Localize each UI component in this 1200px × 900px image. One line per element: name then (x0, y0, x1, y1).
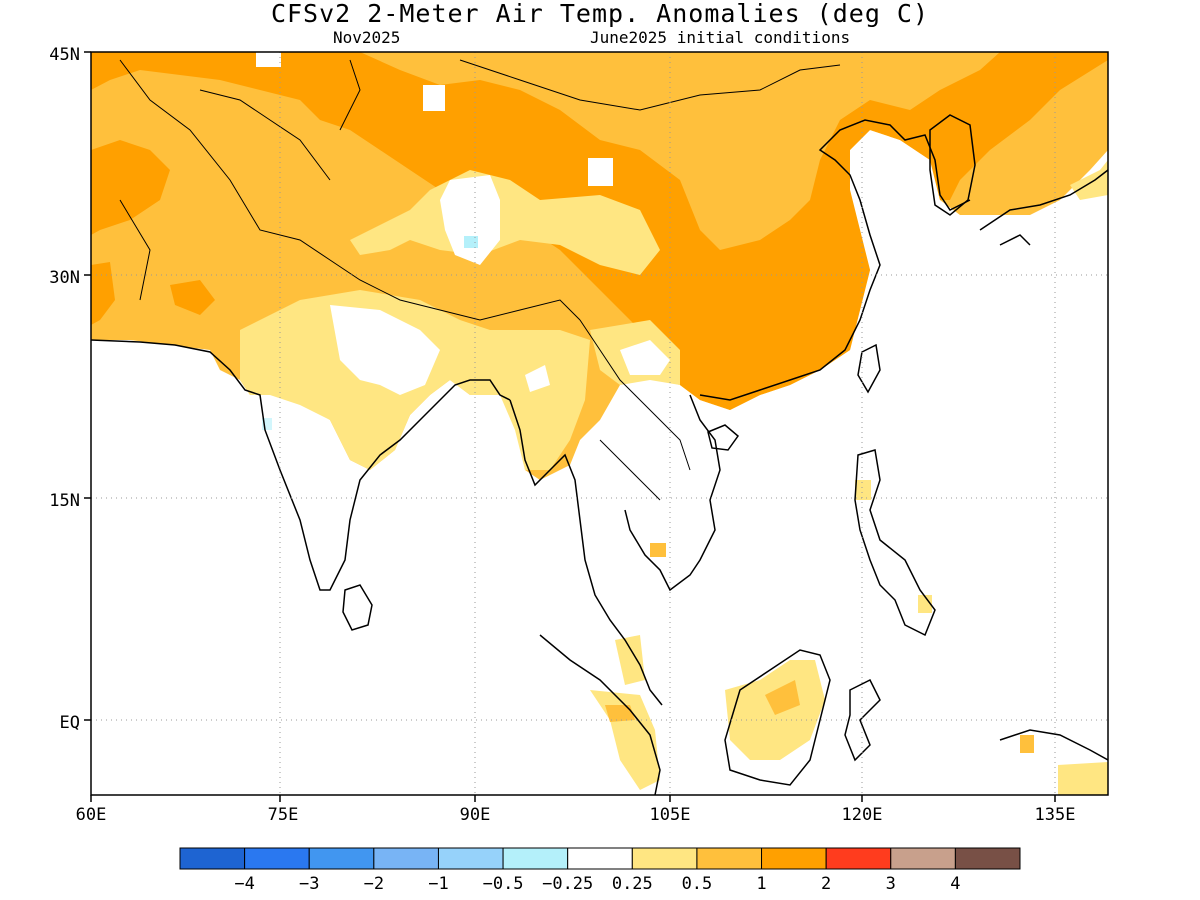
colorbar-swatch (244, 847, 310, 870)
axis-ticks (84, 51, 1056, 802)
colorbar-swatch (761, 847, 827, 870)
coastline-korea (929, 114, 976, 216)
anomaly-region-neutral-laos (620, 340, 670, 375)
coastline-hainan (707, 424, 740, 451)
colorbar-label: −0.5 (483, 874, 524, 894)
colorbar-swatch (825, 847, 892, 870)
colorbar-swatch (502, 847, 569, 870)
coastline-vietnam (624, 394, 721, 592)
map-title: CFSv2 2-Meter Air Temp. Anomalies (deg C… (270, 0, 930, 28)
anomaly-region-0.5-1-borneo (765, 680, 800, 715)
anomaly-field (91, 52, 1108, 795)
coastline-china (699, 119, 971, 401)
coastlines (91, 59, 1108, 795)
anomaly-region-1-2-pak (91, 262, 115, 325)
colorbar-label: −1 (428, 874, 448, 894)
colorbar-label: −0.25 (542, 874, 593, 894)
coastline-sumatra (539, 634, 661, 795)
anomaly-region-0.25-0.5-cambodia (650, 543, 666, 557)
anomaly-region-0.25-0.5-malaya (615, 635, 645, 685)
anomaly-region-0.5-1-papua (1020, 735, 1034, 753)
lon-label-60e: 60E (76, 805, 107, 825)
coastline-india (91, 339, 511, 591)
anomaly-region-neutral-burma (525, 365, 550, 392)
anomaly-region-neutral-box1 (423, 85, 445, 111)
lat-label-30n: 30N (49, 268, 80, 288)
colorbar-swatch (373, 847, 439, 870)
lon-label-90e: 90E (460, 805, 491, 825)
anomaly-region-0.25-0.5-tibet (350, 170, 660, 275)
colorbar-label: 3 (886, 874, 896, 894)
valid-month-label: Nov2025 (333, 28, 401, 47)
anomaly-region-0.25-0.5-luzon (855, 480, 871, 500)
lat-label-eq: EQ (60, 713, 80, 733)
anomaly-region-neutral-box3 (256, 52, 281, 67)
colorbar-label: 0.25 (612, 874, 653, 894)
colorbar-label: −3 (299, 874, 319, 894)
map-frame (90, 51, 1109, 796)
coastline-indochina (509, 399, 663, 706)
anomaly-region-1-2-afghan (170, 280, 215, 315)
coastline-taiwan (857, 343, 881, 394)
colorbar-label: −2 (364, 874, 384, 894)
lon-label-135e: 135E (1035, 805, 1076, 825)
anomaly-region-neutral-box2 (588, 158, 613, 186)
colorbar-swatch (696, 847, 763, 870)
anomaly-region-neutral-tibet (440, 175, 500, 265)
lon-label-105e: 105E (650, 805, 691, 825)
anomaly-region-neutral-india (330, 305, 440, 395)
coastline-philippines (854, 449, 936, 637)
colorbar-swatch (308, 847, 375, 870)
colorbar-label: 0.5 (682, 874, 713, 894)
lat-label-45n: 45N (49, 45, 80, 65)
colorbar: −4 −3 −2 −1 −0.5 −0.25 0.25 0.5 1 2 3 4 (179, 847, 1021, 894)
coastline-newguinea (999, 729, 1108, 761)
colorbar-swatch (631, 847, 698, 870)
anomaly-region-0.5-1-sumatra (605, 705, 635, 722)
colorbar-label: 4 (950, 874, 960, 894)
anomaly-region-0.25-0.5-ceylon (262, 418, 272, 430)
colorbar-label: −4 (234, 874, 254, 894)
lon-label-75e: 75E (268, 805, 299, 825)
anomaly-region-0.25-0.5-sumatra (590, 690, 660, 790)
coastline-japan (979, 169, 1108, 246)
colorbar-swatch (890, 847, 956, 870)
coastline-borneo (724, 649, 831, 786)
anomaly-region-neg-cell (464, 236, 478, 248)
colorbar-label: 1 (756, 874, 766, 894)
anomaly-region-0.25-0.5-png (1058, 762, 1108, 795)
colorbar-swatch (954, 847, 1021, 870)
anomaly-region-0.25-0.5-mindanao (918, 595, 932, 613)
coastline-srilanka (342, 584, 373, 631)
anomaly-region-1-2-west (91, 140, 170, 235)
coastline-sulawesi (844, 678, 881, 762)
init-conditions-label: June2025 initial conditions (590, 28, 851, 47)
colorbar-swatch (567, 847, 633, 870)
colorbar-swatch (437, 847, 504, 870)
lat-label-15n: 15N (49, 491, 80, 511)
colorbar-label: 2 (821, 874, 831, 894)
colorbar-swatch (179, 847, 246, 870)
lon-label-120e: 120E (842, 805, 883, 825)
